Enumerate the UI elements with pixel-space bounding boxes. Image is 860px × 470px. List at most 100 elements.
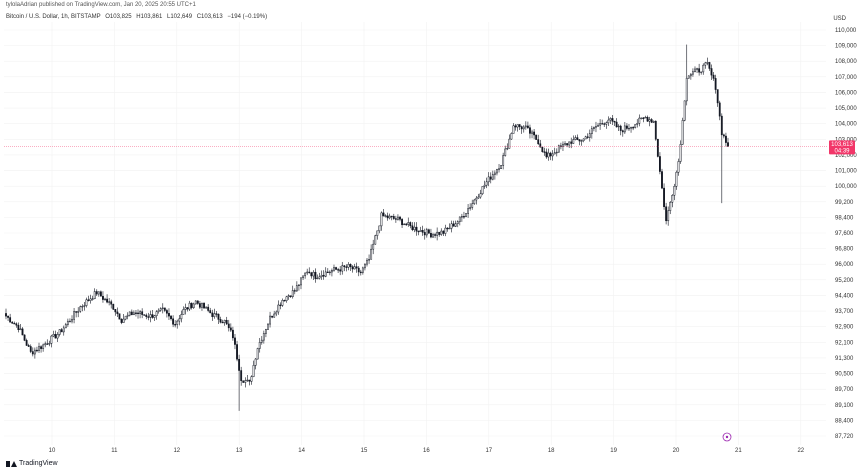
- candle-body: [244, 380, 247, 383]
- candle-body: [264, 329, 267, 334]
- x-tick-label: 15: [361, 448, 368, 454]
- candle-body: [73, 311, 75, 320]
- candle-body: [683, 100, 686, 121]
- candle-body: [62, 327, 65, 333]
- x-axis[interactable]: 10 11 12 13 14 15 16 17 18 19 20 21 22: [49, 448, 805, 454]
- candle-body: [685, 77, 688, 102]
- candle-body: [609, 118, 612, 121]
- candle-body: [640, 117, 643, 119]
- candle-body: [487, 176, 490, 183]
- candle-body: [411, 225, 414, 230]
- candle-body: [176, 320, 179, 325]
- candle-body: [99, 291, 102, 297]
- candle-body: [19, 328, 22, 330]
- footer-brand[interactable]: TradingView: [6, 460, 58, 467]
- candle-body: [225, 319, 228, 325]
- candle-body: [590, 128, 593, 134]
- y-tick-label: 96,800: [835, 247, 854, 253]
- symbol-name[interactable]: Bitcoin / U.S. Dollar, 1h, BITSTAMP: [6, 14, 101, 20]
- candle-body: [149, 314, 152, 318]
- candle-body: [52, 334, 55, 337]
- candle-body: [248, 379, 251, 382]
- candle-body: [689, 73, 692, 77]
- candle-body: [399, 216, 401, 220]
- candle-body: [710, 68, 713, 76]
- candle-body: [77, 310, 80, 313]
- candle-body: [349, 264, 352, 267]
- y-tick-label: 95,200: [835, 278, 854, 284]
- candle-body: [442, 230, 445, 234]
- candle-body: [106, 298, 109, 303]
- candle-body: [673, 186, 676, 196]
- candle-body: [636, 123, 639, 125]
- candle-body: [446, 227, 449, 230]
- candle-body: [7, 315, 9, 318]
- y-tick-label: 100,000: [835, 184, 857, 190]
- candle-body: [256, 348, 259, 360]
- candle-body: [413, 226, 416, 230]
- candle-body: [300, 277, 302, 286]
- candle-body: [568, 141, 571, 146]
- candle-body: [415, 226, 418, 232]
- candle-body: [227, 323, 230, 329]
- candle-body: [271, 315, 274, 318]
- candle-body: [452, 223, 455, 227]
- candle-body: [217, 313, 220, 320]
- candle-body: [397, 216, 399, 220]
- candle-body: [625, 125, 628, 129]
- candle-body: [473, 199, 476, 204]
- candle-body: [234, 337, 236, 345]
- candle-body: [277, 304, 280, 313]
- candle-body: [182, 309, 185, 315]
- candle-body: [143, 314, 146, 316]
- candle-body: [454, 223, 457, 227]
- candle-body: [201, 302, 203, 308]
- x-tick-label: 21: [735, 448, 742, 454]
- candle-body: [667, 210, 670, 222]
- candle-body: [605, 122, 608, 125]
- candle-body: [374, 235, 377, 245]
- candle-body: [539, 143, 542, 148]
- y-tick-label: 92,900: [835, 325, 854, 331]
- candle-body: [9, 317, 12, 323]
- candle-body: [656, 138, 659, 157]
- candle-body: [679, 144, 682, 162]
- candle-body: [366, 259, 368, 265]
- candle-body: [725, 135, 727, 143]
- candle-body: [196, 300, 199, 304]
- candle-body: [172, 318, 175, 325]
- candle-body: [584, 136, 587, 140]
- candle-body: [716, 89, 719, 104]
- candle-body: [306, 271, 309, 274]
- candle-body: [438, 231, 441, 235]
- candle-body: [118, 313, 121, 320]
- candle-body: [324, 271, 327, 277]
- candle-body: [190, 302, 193, 308]
- candle-body: [551, 153, 554, 157]
- candle-body: [714, 78, 717, 90]
- candle-body: [582, 138, 585, 141]
- candle-body: [308, 271, 311, 274]
- candle-body: [588, 133, 591, 138]
- candle-body: [279, 304, 282, 307]
- candle-body: [108, 301, 111, 303]
- candle-body: [314, 271, 317, 279]
- candle-body: [221, 321, 224, 324]
- candle-body: [479, 193, 482, 198]
- candle-body: [692, 71, 694, 75]
- candle-body: [242, 380, 245, 383]
- candle-body: [79, 306, 82, 312]
- candle-body: [273, 313, 276, 318]
- candle-body: [71, 319, 73, 322]
- y-tick-label: 87,720: [835, 434, 854, 440]
- candle-body: [547, 152, 550, 158]
- candle-body: [44, 343, 47, 346]
- candle-body: [298, 284, 300, 286]
- candle-body: [312, 271, 315, 277]
- candle-body: [524, 125, 527, 128]
- candle-body: [153, 315, 156, 318]
- candle-body: [702, 64, 705, 73]
- candle-body: [681, 120, 684, 145]
- y-axis[interactable]: 110,000 109,000 108,000 107,000 106,000 105,0…: [835, 28, 857, 440]
